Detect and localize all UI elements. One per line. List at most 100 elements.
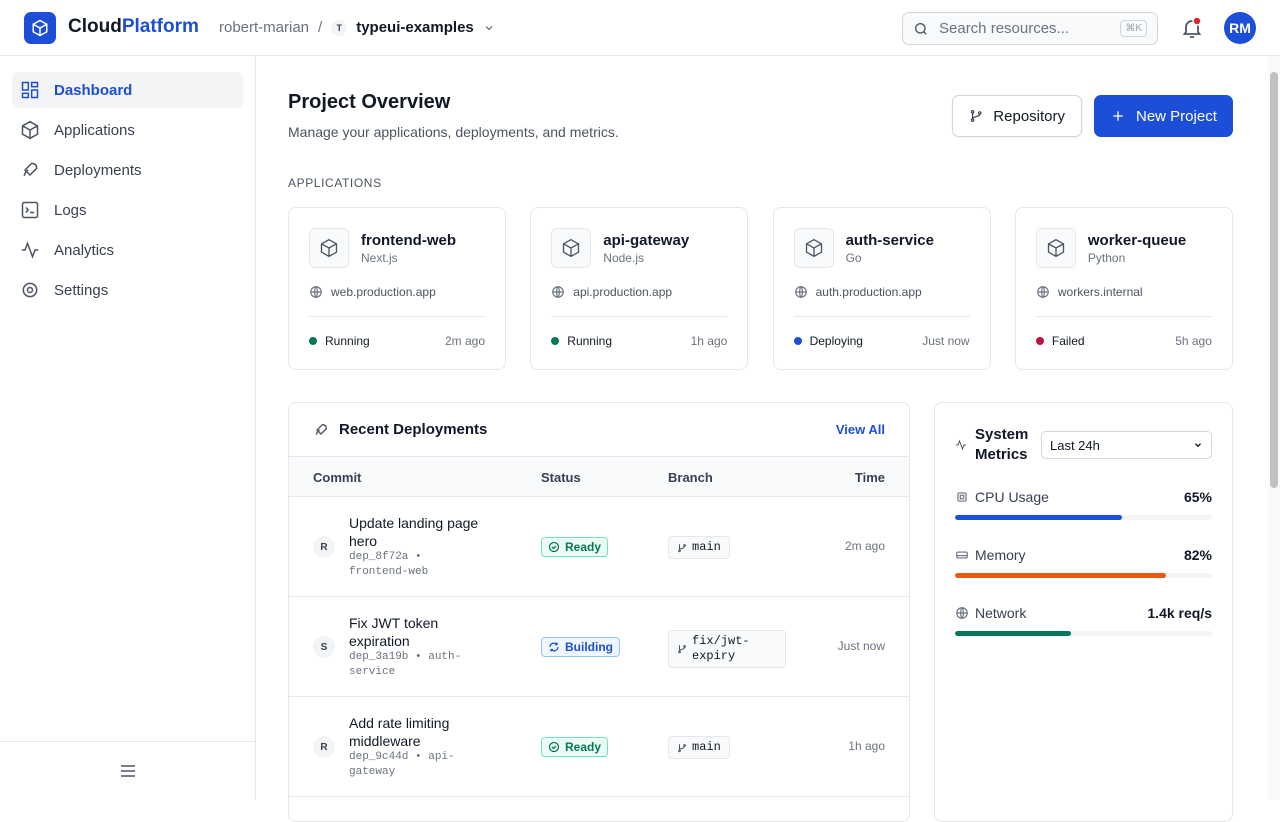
metric-track: [955, 573, 1212, 578]
app-card[interactable]: worker-queue Python workers.internal Failed…: [1014, 207, 1233, 370]
chevron[interactable]: [483, 22, 495, 34]
app-card[interactable]: api-gateway Node.js api.production.app Runn…: [530, 207, 749, 370]
range-select[interactable]: Last 24h: [1041, 431, 1212, 459]
nav-item[interactable]: Logs: [12, 192, 243, 228]
metric-value: 1.4k req/s: [1147, 605, 1212, 621]
nav-item[interactable]: Analytics: [12, 232, 243, 268]
app-time: 1h ago: [690, 334, 728, 348]
sidebar-toggle[interactable]: [0, 741, 255, 800]
app-status: Failed: [1035, 334, 1085, 348]
nav-label: Deployments: [54, 161, 142, 179]
column-header: Time: [854, 470, 885, 485]
status-badge: Ready: [541, 537, 609, 557]
author-initial: R: [313, 736, 335, 758]
status-badge: Building: [541, 637, 620, 657]
branch: main: [668, 736, 730, 759]
app-icon: [793, 228, 834, 268]
divider: [309, 316, 485, 317]
branch-name: fix/jwt-expiry: [692, 634, 750, 663]
scrollbar-thumb[interactable]: [1270, 72, 1278, 488]
deployment-row[interactable]: S Fix JWT token expiration dep_3a19b • aut…: [289, 597, 909, 697]
search[interactable]: Search resources... ⌘K: [902, 12, 1158, 45]
deployment-time: Just now: [837, 639, 885, 653]
deployment-row[interactable]: R Add rate limiting middleware dep_9c44d •…: [289, 697, 909, 797]
deployment-time: 2m ago: [844, 539, 885, 553]
nav-label: Dashboard: [54, 81, 133, 99]
brand[interactable]: CloudPlatform: [68, 16, 199, 38]
app-url: workers.internal: [1036, 285, 1143, 299]
app-name: auth-service: [845, 232, 934, 249]
deployments-panel: Recent Deployments View All Commit Statu…: [288, 402, 910, 822]
url-text: api.production.app: [573, 285, 673, 299]
url-text: auth.production.app: [815, 285, 922, 299]
author-initial: S: [313, 636, 335, 658]
brand-text: Platform: [121, 16, 199, 37]
status-dot: [1035, 337, 1044, 345]
page: CloudPlatform {"header":{"brand_a":"Clou…: [0, 12, 1280, 822]
panel-title: System Metrics: [975, 426, 1029, 463]
app-name: worker-queue: [1087, 232, 1187, 249]
metric-bar: [955, 573, 1166, 578]
org[interactable]: robert-marian: [219, 19, 310, 36]
metric-label: CPU Usage: [955, 489, 1212, 505]
app-url: web.production.app: [309, 285, 436, 299]
view-all[interactable]: View All: [835, 422, 885, 437]
nav-item[interactable]: Applications: [12, 112, 243, 148]
column-header: Commit: [313, 470, 362, 485]
nav-label: Settings: [54, 281, 109, 299]
app-icon: [309, 228, 349, 268]
nav-item[interactable]: Settings: [12, 272, 243, 308]
metric-name: CPU Usage: [975, 489, 1049, 505]
commit-meta: dep_3a19b • auth-service: [349, 651, 462, 678]
project[interactable]: typeui-examples: [356, 19, 474, 36]
deployment-row[interactable]: R Update landing page hero dep_8f72a • fro…: [289, 497, 909, 597]
logo[interactable]: [24, 12, 56, 44]
metric-value: 82%: [1183, 547, 1212, 563]
nav-label: Applications: [54, 121, 135, 139]
panel-title: Recent Deployments: [339, 421, 488, 438]
app: CloudPlatform robert-marian / T typeui-e…: [0, 12, 1280, 822]
app-name: frontend-web: [361, 232, 456, 249]
status-text: Deploying: [809, 334, 863, 348]
page-title: Project Overview: [288, 91, 451, 113]
new-project-button[interactable]: New Project: [1094, 95, 1233, 137]
sidebar: Dashboard Applications Deployments Logs Anal…: [0, 56, 256, 800]
metrics-panel: System Metrics Last 24h CPU Usage 65% Memo…: [934, 402, 1233, 822]
project-initial: T: [331, 19, 348, 36]
app-icon: [1035, 228, 1076, 268]
panel-header: System Metrics: [955, 425, 1035, 465]
column-header: Status: [541, 470, 581, 485]
range-value: Last 24h: [1050, 437, 1100, 453]
metric-bar: [955, 631, 1071, 636]
separator: /: [318, 19, 323, 36]
status-dot: [551, 337, 560, 345]
status-text: Ready: [565, 740, 602, 754]
avatar[interactable]: RM: [1224, 12, 1256, 44]
table-header: Commit Status Branch Time: [289, 456, 909, 497]
status-text: Running: [325, 334, 370, 348]
app-url: auth.production.app: [794, 285, 922, 299]
button-label: Repository: [993, 107, 1065, 125]
metric-label: Memory: [955, 547, 1212, 563]
app-card[interactable]: frontend-web Next.js web.production.app Run…: [288, 207, 506, 370]
app-card[interactable]: auth-service Go auth.production.app Deployi…: [772, 207, 991, 370]
divider: [1035, 316, 1212, 317]
metric-track: [955, 631, 1212, 636]
branch-name: main: [692, 540, 721, 554]
metric-bar: [955, 515, 1123, 520]
page-subtitle: Manage your applications, deployments, a…: [288, 124, 619, 140]
branch: main: [668, 536, 730, 559]
app-status: Deploying: [793, 334, 863, 348]
nav-item[interactable]: Deployments: [12, 152, 243, 188]
status-text: Running: [567, 334, 612, 348]
repository-button[interactable]: Repository: [952, 95, 1082, 137]
nav-item[interactable]: Dashboard: [12, 72, 243, 108]
panel-header: Recent Deployments: [313, 421, 487, 438]
notifications[interactable]: [1180, 16, 1204, 40]
app-framework: Go: [845, 251, 862, 265]
status-badge: Ready: [541, 737, 609, 757]
metric-name: Network: [975, 605, 1027, 621]
app-framework: Node.js: [603, 251, 644, 265]
commit-message: Update landing page hero: [349, 515, 479, 549]
status-dot: [793, 337, 802, 345]
